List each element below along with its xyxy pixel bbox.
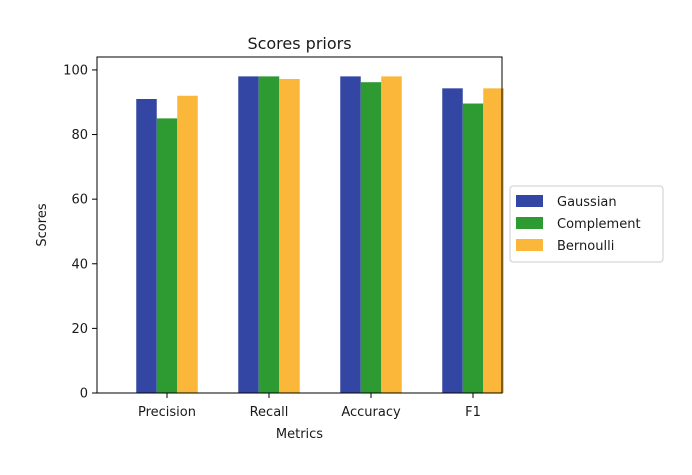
bar-gaussian-accuracy xyxy=(340,76,361,393)
legend-swatch-complement xyxy=(516,217,543,229)
bar-gaussian-f1 xyxy=(442,88,463,393)
bars-group xyxy=(136,76,504,394)
y-tick-label: 60 xyxy=(71,193,88,208)
bar-complement-recall xyxy=(258,76,280,393)
bar-bernoulli-f1 xyxy=(483,88,504,393)
legend-box xyxy=(509,185,664,263)
x-axis-ticks: Precision Recall Accuracy F1 xyxy=(138,393,481,420)
legend-label-gaussian: Gaussian xyxy=(557,195,617,210)
y-tick-label: 0 xyxy=(80,387,88,402)
legend-swatch-gaussian xyxy=(516,195,543,207)
bar-bernoulli-recall xyxy=(279,78,300,393)
bar-gaussian-recall xyxy=(238,76,259,393)
y-tick-label: 100 xyxy=(63,63,88,78)
x-tick-label: Recall xyxy=(250,405,289,420)
x-axis-label: Metrics xyxy=(276,427,323,442)
chart-title: Scores priors xyxy=(247,34,351,53)
legend-label-bernoulli: Bernoulli xyxy=(557,239,614,254)
x-tick-label: F1 xyxy=(465,405,481,420)
legend-label-complement: Complement xyxy=(557,217,641,232)
bar-complement-precision xyxy=(156,118,178,393)
legend: Gaussian Complement Bernoulli xyxy=(509,185,664,263)
x-tick-label: Accuracy xyxy=(341,405,401,420)
bar-bernoulli-accuracy xyxy=(381,76,402,393)
y-tick-label: 80 xyxy=(71,128,88,143)
bar-gaussian-precision xyxy=(136,99,157,393)
legend-swatch-bernoulli xyxy=(516,239,543,251)
bar-complement-accuracy xyxy=(360,82,382,393)
x-tick-label: Precision xyxy=(138,405,196,420)
y-tick-label: 20 xyxy=(71,322,88,337)
y-axis-label: Scores xyxy=(35,203,50,246)
y-axis-ticks: 0 20 40 60 80 100 xyxy=(63,63,97,402)
bar-bernoulli-precision xyxy=(177,95,198,394)
bar-complement-f1 xyxy=(462,103,484,394)
plot-frame xyxy=(96,56,503,394)
y-tick-label: 40 xyxy=(71,257,88,272)
